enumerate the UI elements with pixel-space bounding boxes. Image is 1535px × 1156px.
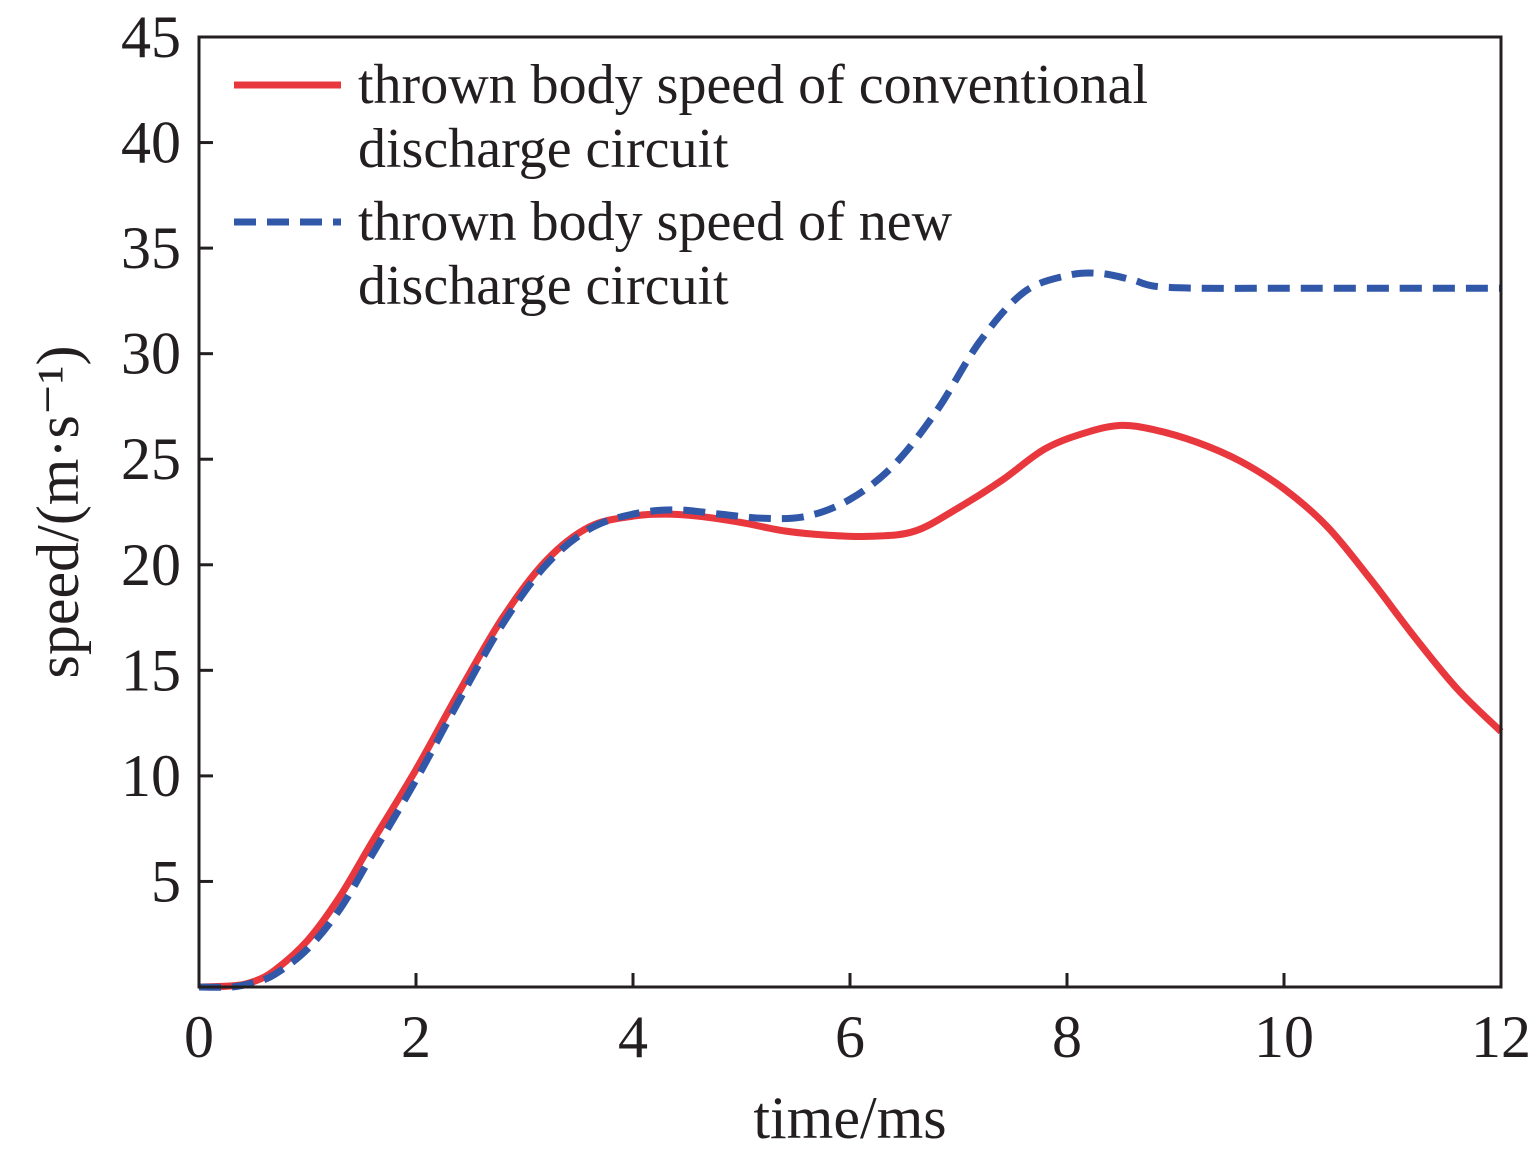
y-tick-label: 5 xyxy=(151,848,181,914)
x-tick-label: 8 xyxy=(1052,1004,1082,1070)
x-tick-label: 4 xyxy=(618,1004,648,1070)
y-tick-label: 25 xyxy=(121,426,181,492)
y-tick-label: 45 xyxy=(121,4,181,70)
x-tick-label: 0 xyxy=(184,1004,214,1070)
y-tick-label: 10 xyxy=(121,743,181,809)
x-tick-label: 12 xyxy=(1471,1004,1531,1070)
ticks-layer: 0 2 4 6 8 10 12 5 10 15 20 25 30 35 40 45 xyxy=(121,4,1531,1070)
x-axis-title: time/ms xyxy=(753,1085,946,1151)
series-layer xyxy=(198,269,1504,991)
y-axis-title: speed/(m·s⁻¹) xyxy=(25,346,91,679)
legend-label-2: discharge circuit xyxy=(358,255,729,317)
x-tick-label: 2 xyxy=(401,1004,431,1070)
x-tick-label: 6 xyxy=(835,1004,865,1070)
y-tick-label: 30 xyxy=(121,321,181,387)
y-tick-label: 40 xyxy=(121,110,181,176)
legend-label-2: thrown body speed of new xyxy=(358,191,953,253)
y-tick-label: 15 xyxy=(121,637,181,703)
legend: thrown body speed of conventionaldischar… xyxy=(234,54,1148,317)
series-line-1 xyxy=(198,421,1504,991)
legend-label-1: discharge circuit xyxy=(358,118,729,180)
series-line-2 xyxy=(198,269,1501,991)
y-tick-label: 20 xyxy=(121,532,181,598)
x-tick-label: 10 xyxy=(1254,1004,1314,1070)
y-tick-label: 35 xyxy=(121,215,181,281)
legend-label-1: thrown body speed of conventional xyxy=(358,54,1148,116)
